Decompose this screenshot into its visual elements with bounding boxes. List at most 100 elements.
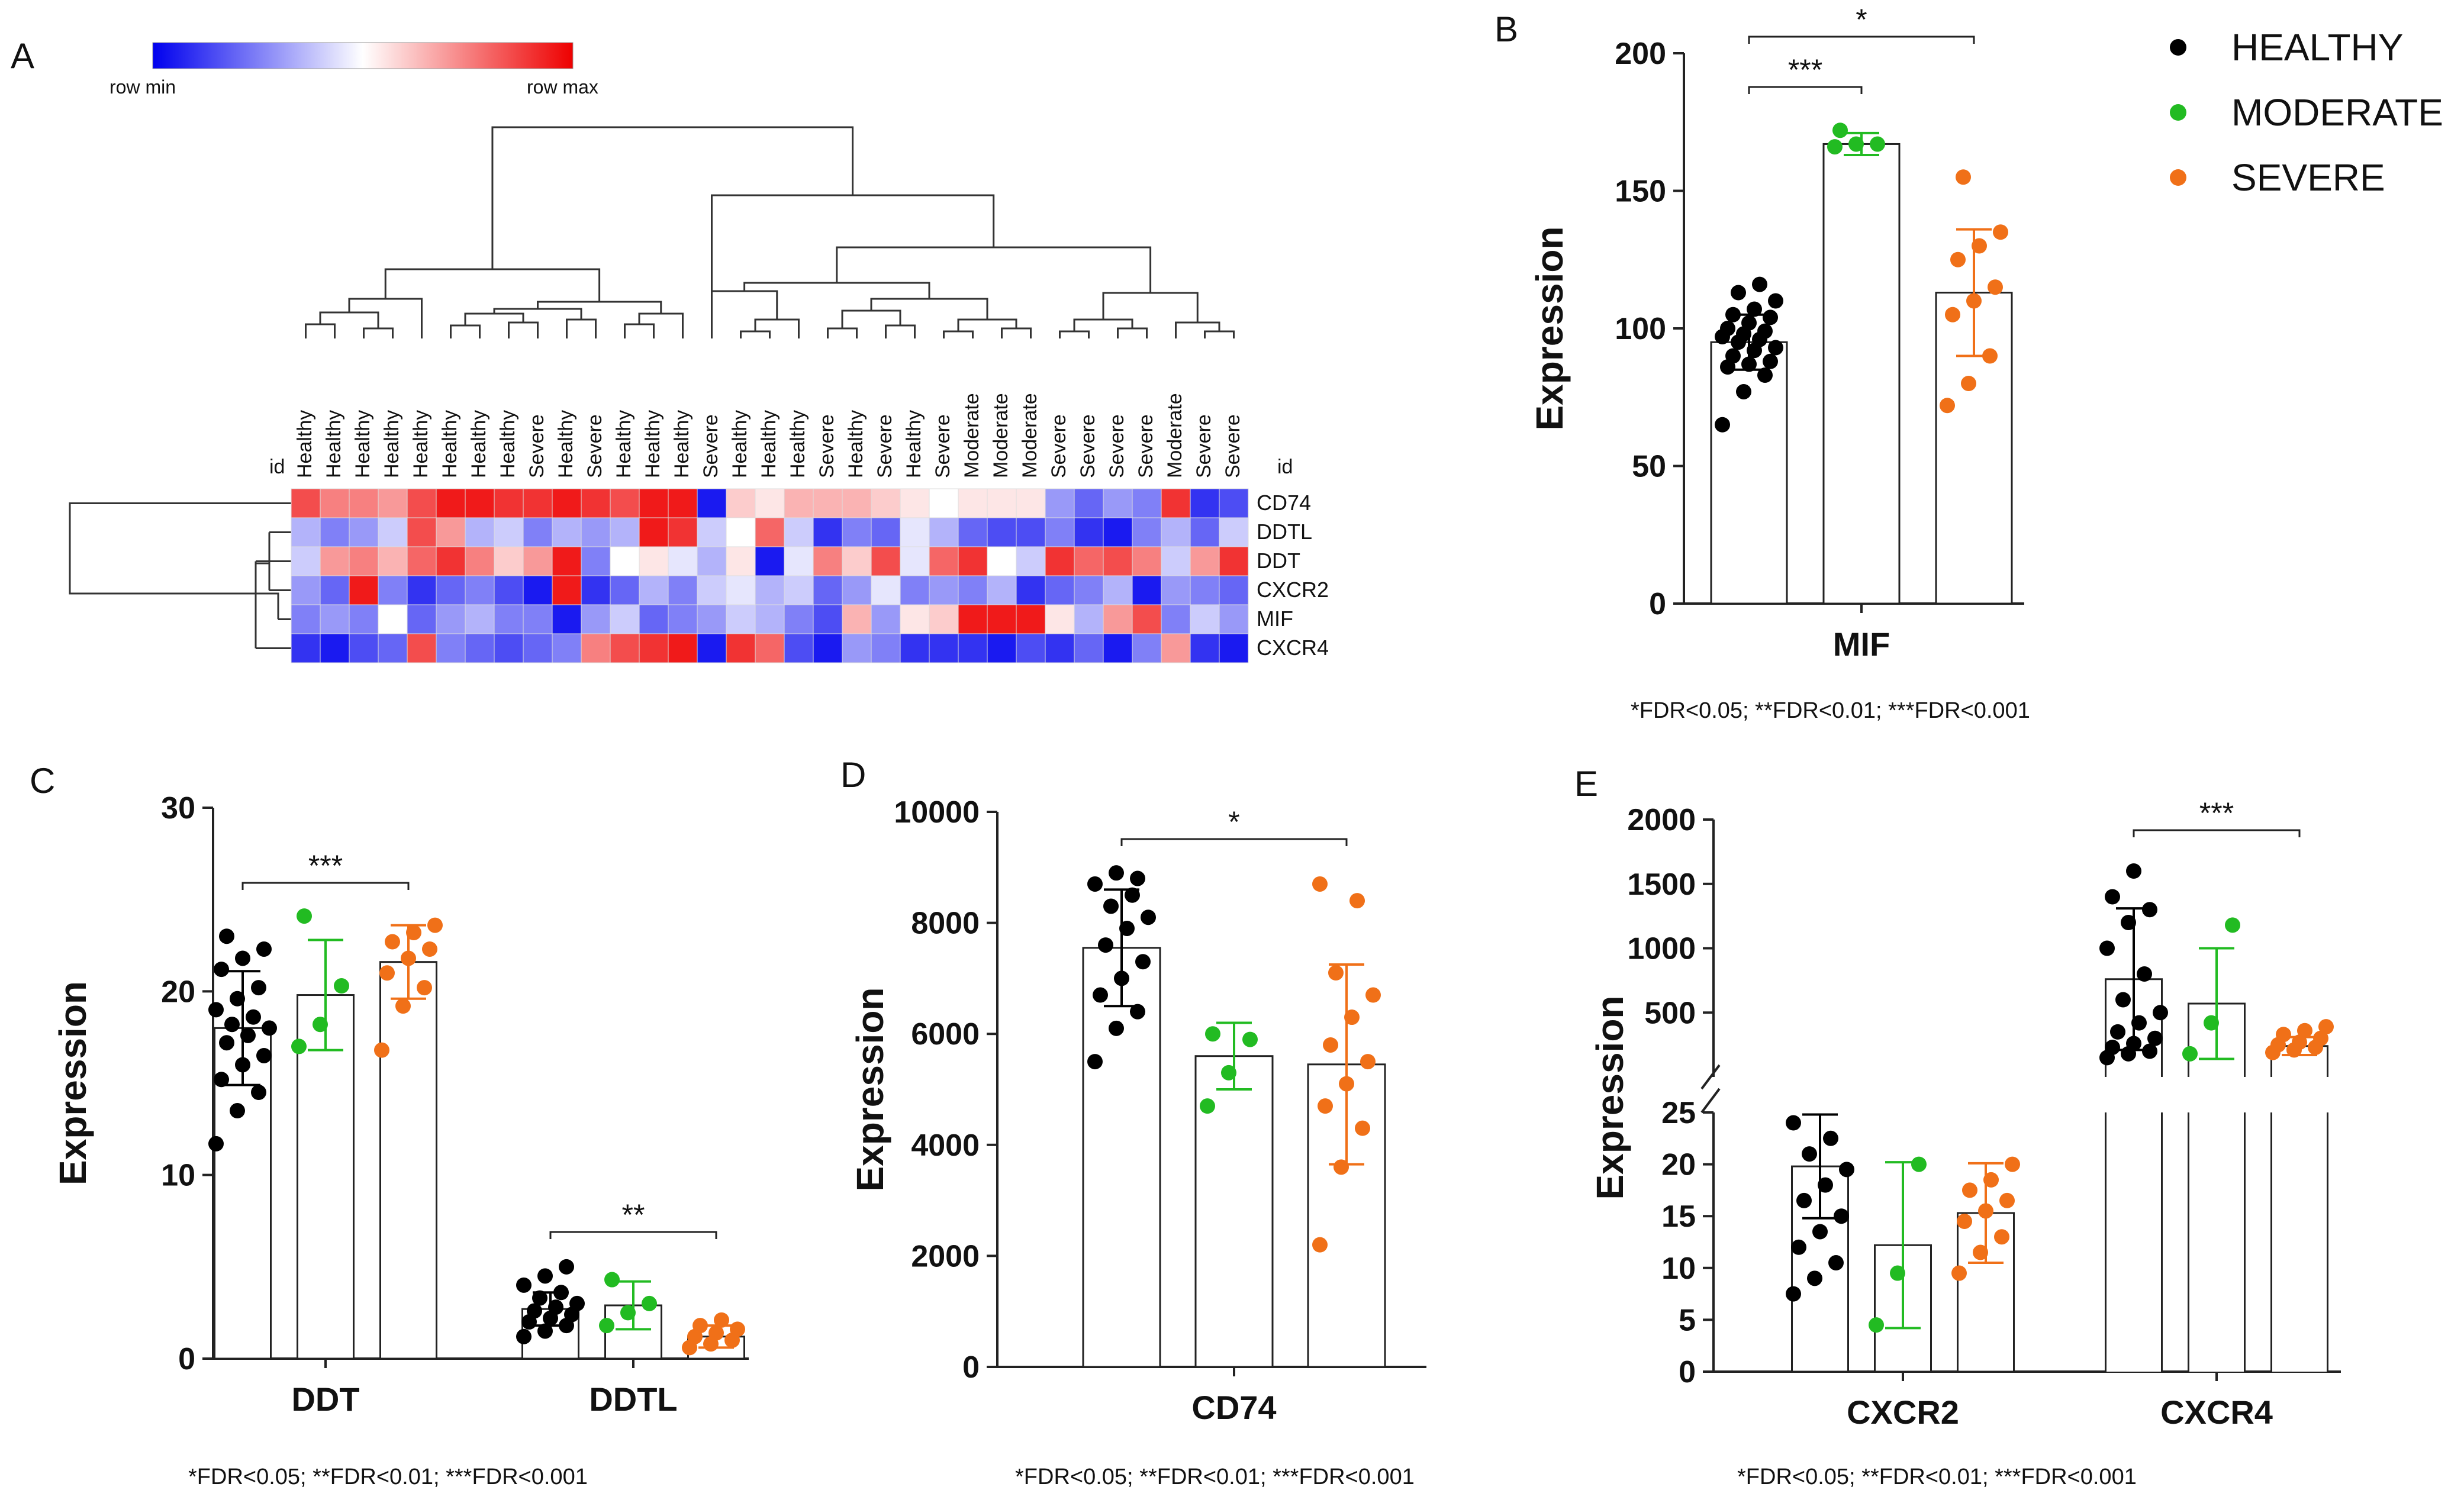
error-bar: [533, 1291, 568, 1327]
heatmap-cell: [1132, 575, 1162, 605]
heatmap-col-label: Severe: [526, 414, 548, 478]
heatmap-cell: [784, 546, 814, 576]
data-point-severe: [385, 934, 400, 950]
heatmap-cell: [900, 575, 930, 605]
y-tick-label: 5: [1679, 1303, 1696, 1337]
heatmap-cell: [929, 517, 959, 547]
y-axis-title: Expression: [849, 987, 891, 1191]
heatmap-cell: [552, 546, 582, 576]
dendrogram-branch: [450, 324, 481, 338]
data-point-healthy: [1098, 937, 1113, 953]
error-bar: [616, 1280, 651, 1331]
heatmap-col-label: Severe: [932, 414, 954, 478]
dendrograms: [69, 126, 1235, 649]
heatmap-row-label: MIF: [1257, 607, 1293, 631]
heatmap-cell: [349, 633, 379, 663]
bar-severe: [379, 961, 437, 1360]
data-point-moderate: [599, 1318, 614, 1334]
data-point-healthy: [516, 1277, 532, 1293]
data-point-healthy: [219, 928, 234, 944]
heatmap-cell: [697, 633, 727, 663]
data-point-severe: [1323, 1037, 1338, 1053]
heatmap-cell: [1045, 546, 1075, 576]
heatmap-cell: [523, 604, 553, 634]
heatmap-cell: [929, 633, 959, 663]
error-bar: [1802, 1113, 1838, 1220]
data-point-healthy: [1802, 1146, 1817, 1162]
y-tick-label: 10000: [894, 795, 980, 830]
data-point-severe: [2005, 1156, 2020, 1172]
dendrogram-branch: [827, 327, 858, 338]
heatmap-cell: [987, 488, 1017, 518]
error-bar: [1216, 1021, 1252, 1091]
heatmap-cell: [784, 575, 814, 605]
heatmap-cell: [726, 604, 756, 634]
panel-e: E 0 5 10 15 20 25 500 1000 1500 2000 Expression CXCR…: [1574, 764, 2341, 1431]
heatmap-cell: [610, 517, 640, 547]
category-label: DDT: [291, 1381, 359, 1418]
data-point-healthy: [1828, 1255, 1844, 1271]
data-point-healthy: [1087, 1054, 1103, 1070]
dendrogram-branch: [363, 327, 394, 338]
heatmap-cell: [552, 517, 582, 547]
data-point-severe: [1972, 238, 1987, 254]
data-point-healthy: [532, 1290, 547, 1306]
footnote-d: *FDR<0.05; **FDR<0.01; ***FDR<0.001: [1015, 1465, 1415, 1489]
heatmap-cell: [320, 488, 350, 518]
data-point-healthy: [1141, 909, 1156, 925]
heatmap-cell: [958, 575, 988, 605]
heatmap-cell: [1161, 633, 1191, 663]
data-point-healthy: [527, 1303, 542, 1319]
heatmap-col-label: Severe: [816, 414, 838, 478]
heatmap-cell: [668, 546, 698, 576]
heatmap-cell: [755, 604, 785, 634]
heatmap-cell: [1074, 546, 1104, 576]
y-tick-label: 1000: [1627, 932, 1696, 966]
data-point-healthy: [1791, 1239, 1806, 1255]
heatmap-col-label: Healthy: [729, 410, 751, 478]
bar-healthy: [1082, 947, 1161, 1368]
data-point-healthy: [1768, 293, 1783, 309]
heatmap-cell: [1190, 604, 1220, 634]
data-point-healthy: [559, 1259, 574, 1275]
heatmap-cell: [407, 488, 437, 518]
data-point-healthy: [1823, 1130, 1838, 1146]
data-point-healthy: [548, 1299, 563, 1315]
bar-break-gap: [2103, 1077, 2165, 1112]
heatmap-cell: [1219, 546, 1249, 576]
data-point-healthy: [1796, 1192, 1812, 1208]
dendrogram-branch: [1073, 318, 1133, 331]
heatmap-col-label: Healthy: [642, 410, 664, 478]
heatmap-cell: [813, 488, 843, 518]
heatmap-cell: [1103, 575, 1133, 605]
heatmap: CD74 DDTL DDT CXCR2 MIF CXCR4 Healthy Healthy He…: [291, 393, 1329, 663]
data-point-severe: [1365, 987, 1381, 1003]
data-point-severe: [730, 1321, 745, 1337]
heatmap-cell: [1016, 604, 1046, 634]
data-point-moderate: [1848, 136, 1864, 152]
heatmap-cell: [1074, 633, 1104, 663]
dendrogram-branch: [943, 330, 974, 338]
data-point-severe: [1312, 876, 1328, 892]
heatmap-cell: [1161, 546, 1191, 576]
dendrogram-branch: [836, 246, 1152, 293]
heatmap-cell: [755, 633, 785, 663]
data-point-moderate: [604, 1272, 620, 1288]
data-point-severe: [2318, 1019, 2334, 1035]
heatmap-cell: [1045, 575, 1075, 605]
legend: HEALTHY MODERATE SEVERE: [2170, 26, 2443, 199]
heatmap-cell: [1103, 488, 1133, 518]
heatmap-cell: [639, 604, 669, 634]
heatmap-cell: [958, 546, 988, 576]
data-point-healthy: [2126, 863, 2141, 879]
heatmap-cell: [639, 546, 669, 576]
significance-bracket: [1748, 86, 1863, 94]
significance-label: ***: [2199, 796, 2234, 830]
heatmap-cell: [1103, 546, 1133, 576]
heatmap-cell: [900, 488, 930, 518]
y-axis-title: Expression: [1528, 226, 1571, 430]
data-point-severe: [1360, 1054, 1376, 1070]
heatmap-cell: [610, 546, 640, 576]
error-bar: [2282, 1036, 2317, 1057]
heatmap-cell: [436, 575, 466, 605]
